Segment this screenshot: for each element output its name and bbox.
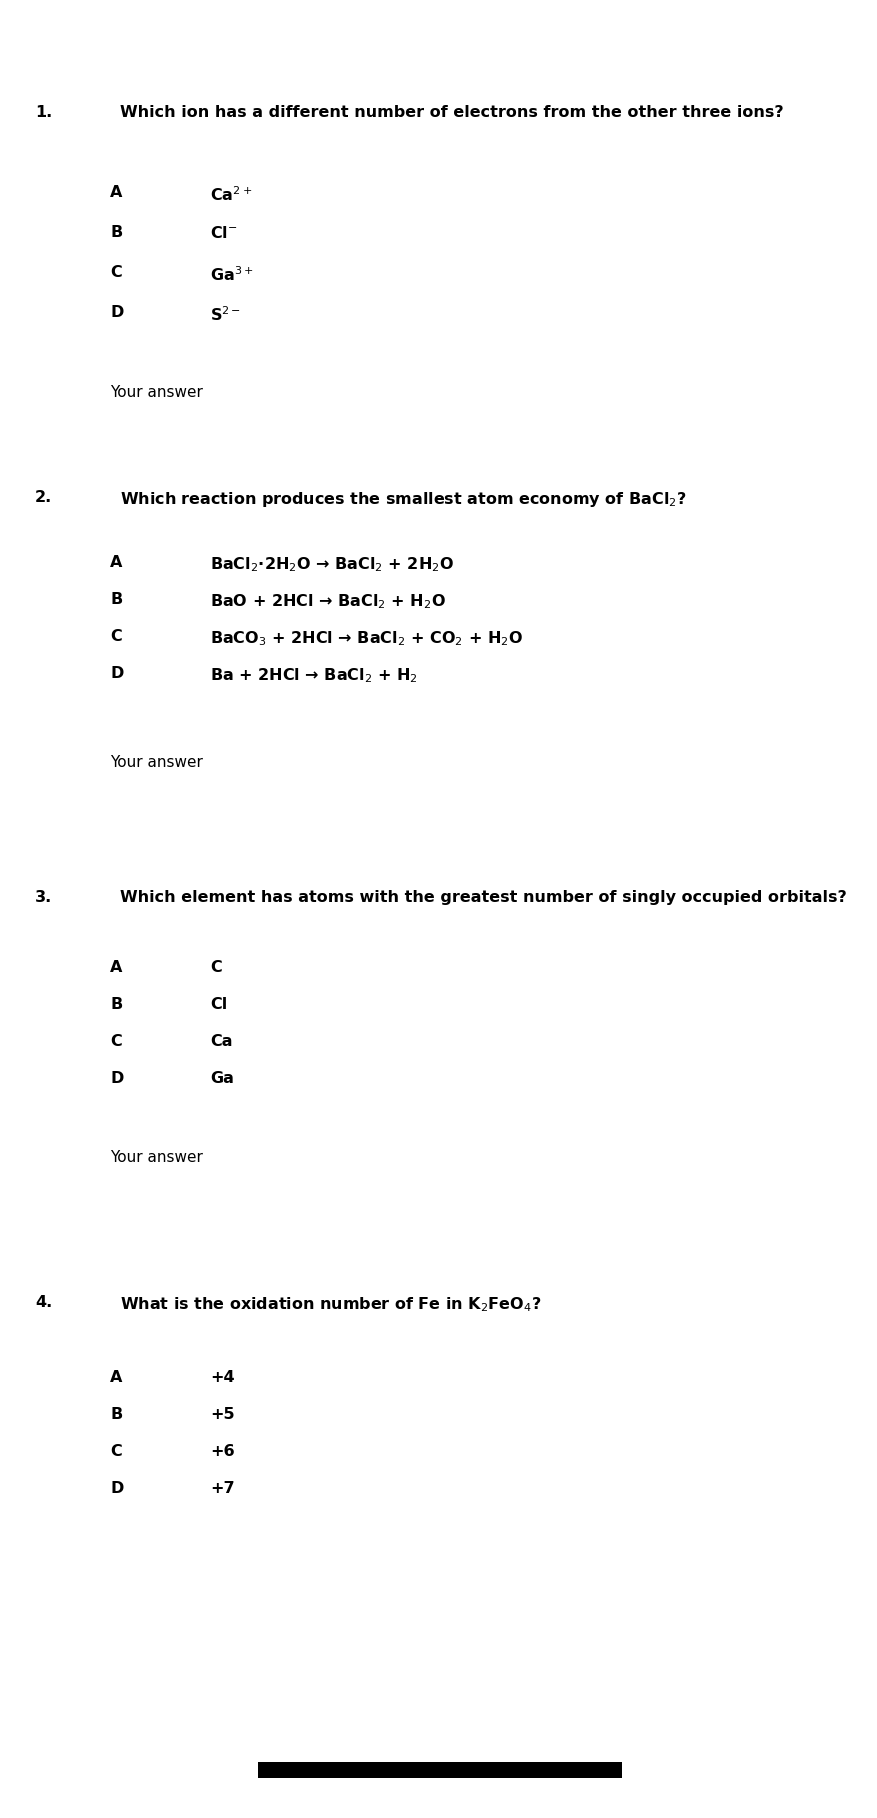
Text: Your answer: Your answer <box>110 1151 203 1165</box>
Text: B: B <box>110 593 122 607</box>
Text: C: C <box>110 1443 122 1460</box>
Text: +6: +6 <box>210 1443 235 1460</box>
Text: Ba + 2HCl → BaCl$_2$ + H$_2$: Ba + 2HCl → BaCl$_2$ + H$_2$ <box>210 665 417 685</box>
Text: 3.: 3. <box>35 891 53 905</box>
Bar <box>258 1762 622 1778</box>
Text: B: B <box>110 996 122 1013</box>
Text: D: D <box>110 1071 124 1085</box>
Text: What is the oxidation number of Fe in K$_2$FeO$_4$?: What is the oxidation number of Fe in K$… <box>120 1294 541 1314</box>
Text: C: C <box>110 265 122 280</box>
Text: Which ion has a different number of electrons from the other three ions?: Which ion has a different number of elec… <box>120 105 784 120</box>
Text: C: C <box>110 1034 122 1049</box>
Text: 1.: 1. <box>35 105 53 120</box>
Text: BaO + 2HCl → BaCl$_2$ + H$_2$O: BaO + 2HCl → BaCl$_2$ + H$_2$O <box>210 593 446 611</box>
Text: Cl: Cl <box>210 996 227 1013</box>
Text: A: A <box>110 554 123 571</box>
Text: D: D <box>110 305 124 320</box>
Text: Cl$^{-}$: Cl$^{-}$ <box>210 225 238 242</box>
Text: B: B <box>110 225 122 240</box>
Text: Your answer: Your answer <box>110 385 203 400</box>
Text: Which element has atoms with the greatest number of singly occupied orbitals?: Which element has atoms with the greates… <box>120 891 847 905</box>
Text: S$^{2-}$: S$^{2-}$ <box>210 305 241 324</box>
Text: Which reaction produces the smallest atom economy of BaCl$_2$?: Which reaction produces the smallest ato… <box>120 491 687 509</box>
Text: B: B <box>110 1407 122 1422</box>
Text: 4.: 4. <box>35 1294 53 1311</box>
Text: +7: +7 <box>210 1482 235 1496</box>
Text: 2.: 2. <box>35 491 53 505</box>
Text: A: A <box>110 1371 123 1385</box>
Text: C: C <box>210 960 222 974</box>
Text: Ga$^{3+}$: Ga$^{3+}$ <box>210 265 253 284</box>
Text: D: D <box>110 665 124 682</box>
Text: A: A <box>110 960 123 974</box>
Text: C: C <box>110 629 122 644</box>
Text: Ca$^{2+}$: Ca$^{2+}$ <box>210 185 253 204</box>
Text: +5: +5 <box>210 1407 235 1422</box>
Text: Your answer: Your answer <box>110 754 203 771</box>
Text: A: A <box>110 185 123 200</box>
Text: +4: +4 <box>210 1371 235 1385</box>
Text: Ca: Ca <box>210 1034 232 1049</box>
Text: BaCO$_3$ + 2HCl → BaCl$_2$ + CO$_2$ + H$_2$O: BaCO$_3$ + 2HCl → BaCl$_2$ + CO$_2$ + H$… <box>210 629 523 647</box>
Text: BaCl$_2$·2H$_2$O → BaCl$_2$ + 2H$_2$O: BaCl$_2$·2H$_2$O → BaCl$_2$ + 2H$_2$O <box>210 554 454 574</box>
Text: Ga: Ga <box>210 1071 234 1085</box>
Text: D: D <box>110 1482 124 1496</box>
